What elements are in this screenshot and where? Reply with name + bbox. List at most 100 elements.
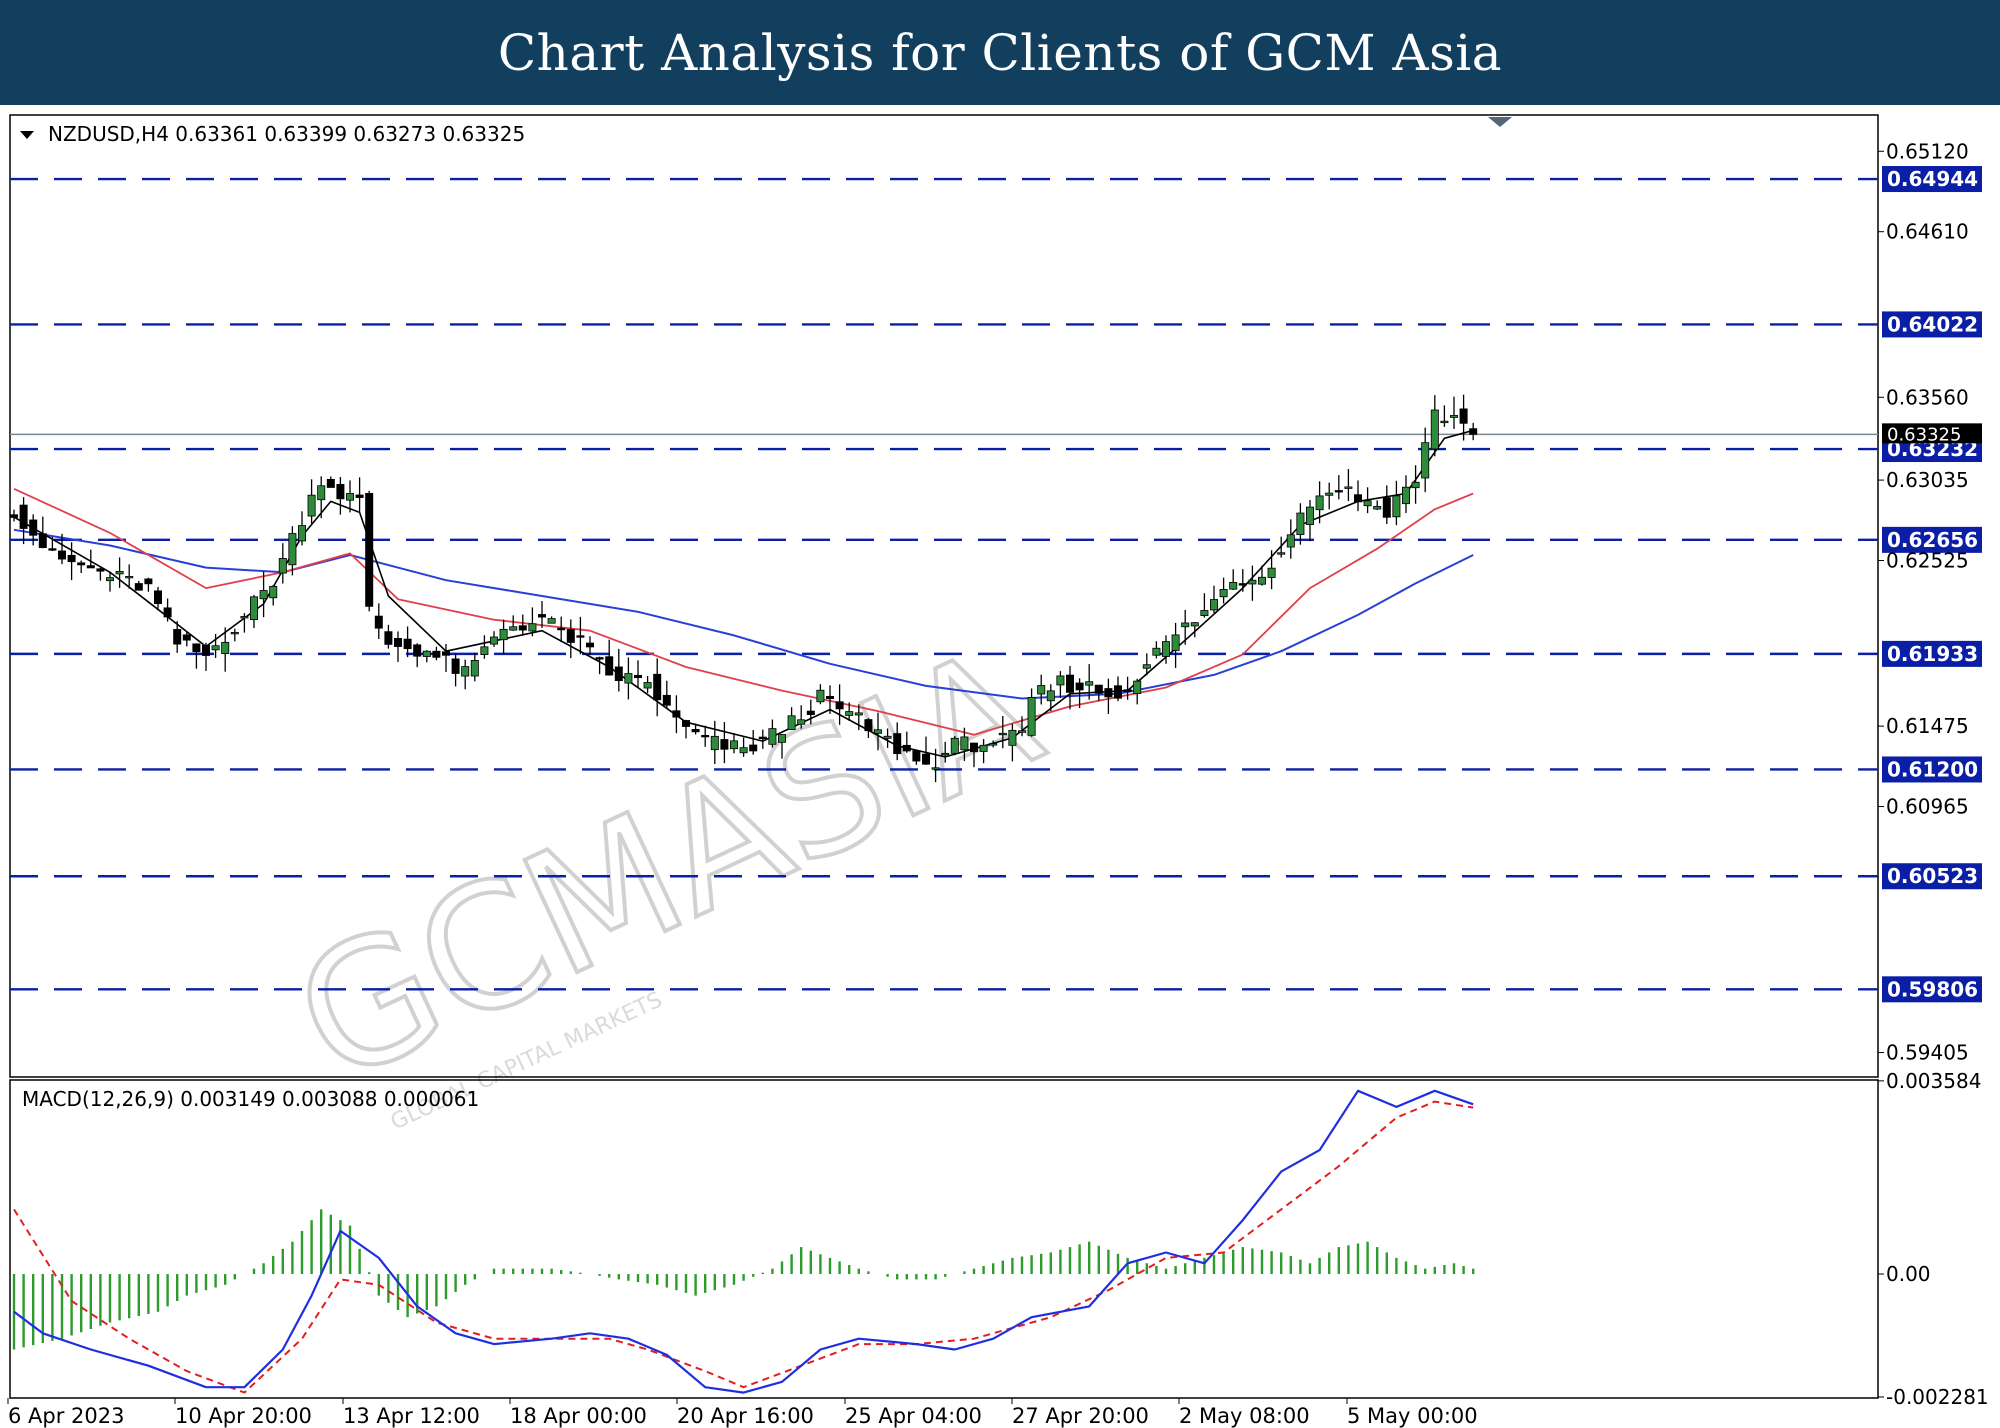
bull-candle	[1018, 730, 1027, 733]
ma-slow-line	[13, 528, 1474, 700]
bear-candle	[922, 753, 931, 765]
bull-candle	[1219, 589, 1228, 598]
bear-candle	[749, 744, 758, 752]
level-label-box	[1882, 526, 1982, 553]
price-axis: 0.65120 0.64610 0.63560 0.63035 0.62525 0.614…	[1878, 139, 1969, 1065]
bull-candle	[269, 585, 278, 599]
bull-candle	[739, 747, 748, 754]
symbol-info: NZDUSD,H4 0.63361 0.63399 0.63273 0.6332…	[48, 122, 525, 146]
date-axis: 6 Apr 2023 10 Apr 20:00 13 Apr 12:00 18 Apr…	[7, 1398, 1478, 1428]
dropdown-triangle-icon[interactable]	[20, 131, 34, 139]
bull-candle	[710, 735, 719, 751]
bull-candle	[883, 735, 892, 739]
macd-panel	[9, 1079, 1879, 1399]
bear-candle	[614, 666, 623, 682]
bull-candle	[1402, 486, 1411, 505]
bear-candle	[9, 514, 18, 518]
bear-candle	[902, 744, 911, 752]
bear-candle	[720, 739, 729, 750]
signal-line	[13, 1100, 1474, 1394]
bear-candle	[192, 643, 201, 653]
bear-candle	[153, 590, 162, 605]
bull-candle	[249, 596, 258, 621]
bull-candle	[931, 767, 940, 770]
bull-candle	[979, 744, 988, 752]
bull-candle	[1363, 500, 1372, 507]
bull-candle	[1190, 622, 1199, 627]
ma-fast-line	[13, 429, 1474, 758]
bull-candle	[960, 736, 969, 751]
bear-candle	[893, 733, 902, 755]
bull-candle	[816, 689, 825, 703]
level-label: 0.61933	[1887, 642, 1978, 666]
date-tick-label: 18 Apr 00:00	[510, 1404, 647, 1428]
level-label-box	[1882, 976, 1982, 1003]
bear-candle	[29, 519, 38, 536]
bull-candle	[106, 577, 115, 582]
bear-candle	[864, 719, 873, 732]
bull-candle	[211, 645, 220, 651]
levels-layer: 0.649440.640220.632320.626560.619330.612…	[10, 166, 1982, 1003]
level-label-box	[1882, 863, 1982, 890]
bear-candle	[538, 614, 547, 618]
date-tick-label: 27 Apr 20:00	[1012, 1404, 1149, 1428]
bull-candle	[1392, 495, 1401, 518]
bull-candle	[288, 533, 297, 566]
bear-candle	[96, 568, 105, 572]
current-price-label: 0.63325	[1887, 424, 1961, 445]
bull-candle	[1440, 420, 1449, 424]
watermark-brand: GCMASIA	[269, 610, 1067, 1122]
bear-candle	[1238, 583, 1247, 586]
bull-candle	[1152, 647, 1161, 656]
bear-candle	[451, 658, 460, 674]
bear-candle	[441, 651, 450, 656]
bull-candle	[787, 715, 796, 730]
bull-candle	[874, 729, 883, 734]
date-tick-label: 6 Apr 2023	[8, 1404, 124, 1428]
bear-candle	[134, 583, 143, 591]
bear-candle	[355, 494, 364, 498]
bull-candle	[470, 660, 479, 677]
bull-candle	[1267, 567, 1276, 578]
bear-candle	[38, 533, 47, 549]
bear-candle	[173, 629, 182, 645]
bull-candle	[297, 525, 306, 542]
bull-candle	[1286, 534, 1295, 548]
level-label-box	[1882, 640, 1982, 667]
macd-layer	[12, 1089, 1475, 1394]
price-panel	[9, 114, 1879, 1078]
bull-candle	[259, 590, 268, 600]
scroll-marker-icon[interactable]	[1488, 117, 1512, 127]
bear-candle	[634, 674, 643, 679]
bull-candle	[1037, 685, 1046, 695]
bear-candle	[67, 554, 76, 563]
level-label-box	[1882, 166, 1982, 193]
bear-candle	[19, 504, 28, 529]
bear-candle	[1114, 685, 1123, 699]
current-price-box	[1882, 423, 1982, 444]
bear-candle	[691, 728, 700, 733]
bull-candle	[480, 646, 489, 656]
bull-candle	[998, 732, 1007, 736]
macd-line	[13, 1089, 1474, 1394]
bear-candle	[432, 650, 441, 658]
date-tick-label: 25 Apr 04:00	[845, 1404, 982, 1428]
bull-candle	[1306, 506, 1315, 525]
bull-candle	[1200, 610, 1209, 617]
macd-info: MACD(12,26,9) 0.003149 0.003088 0.000061	[22, 1087, 479, 1111]
bull-candle	[345, 493, 354, 501]
price-tick-label: 0.65120	[1886, 139, 1969, 163]
bear-candle	[586, 642, 595, 648]
bull-candle	[1008, 729, 1017, 746]
bear-candle	[1075, 682, 1084, 691]
bull-candle	[1421, 442, 1430, 479]
bear-candle	[970, 742, 979, 753]
bull-candle	[1229, 581, 1238, 590]
bear-candle	[201, 644, 210, 656]
bull-candle	[1258, 576, 1267, 585]
bear-candle	[566, 629, 575, 643]
macd-tick-label: 0.00	[1886, 1262, 1931, 1286]
price-tick-label: 0.61475	[1886, 714, 1969, 738]
bear-candle	[182, 634, 191, 641]
bull-candle	[941, 752, 950, 756]
